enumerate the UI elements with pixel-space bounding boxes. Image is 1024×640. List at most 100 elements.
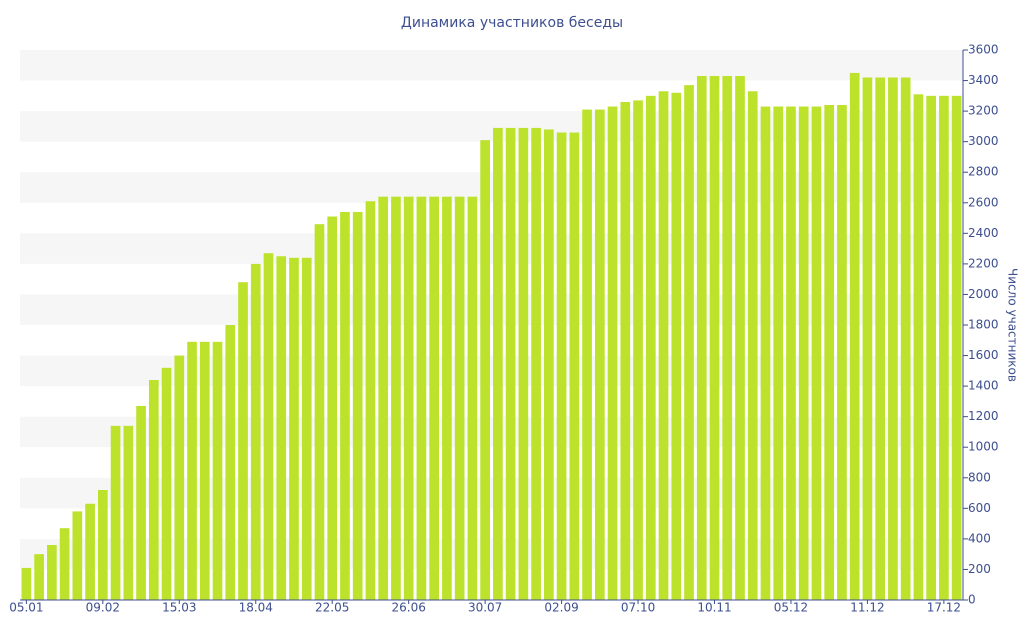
background-stripe <box>20 233 963 264</box>
background-stripe <box>20 50 963 81</box>
y-tick-label: 3200 <box>968 104 999 118</box>
bar <box>544 129 554 600</box>
bar <box>199 341 210 600</box>
x-tick-label: 05.12 <box>774 601 808 615</box>
x-tick-label: 17.12 <box>927 601 961 615</box>
bar <box>187 341 197 600</box>
bar <box>888 77 898 600</box>
bar <box>837 105 847 600</box>
bar <box>174 355 185 600</box>
y-tick-label: 2200 <box>968 256 999 270</box>
bar <box>594 109 605 600</box>
x-tick-label: 09.02 <box>86 601 120 615</box>
background-stripe <box>20 477 963 509</box>
x-tick-label: 22.05 <box>315 601 349 615</box>
bar <box>454 196 465 600</box>
bar <box>684 85 694 600</box>
y-tick-label: 600 <box>968 501 991 515</box>
bar <box>59 528 70 600</box>
bar <box>900 77 911 600</box>
x-tick-label: 10.11 <box>697 601 731 615</box>
bar <box>645 95 656 600</box>
x-tick-label: 26.06 <box>391 601 425 615</box>
bar <box>314 224 325 600</box>
bar <box>391 196 401 600</box>
y-tick-label: 1800 <box>968 318 999 332</box>
bar <box>862 77 873 600</box>
x-tick-label: 11.12 <box>850 601 884 615</box>
bar <box>926 95 936 600</box>
bar <box>34 554 44 600</box>
background-stripe <box>20 538 963 570</box>
bar <box>276 256 287 600</box>
x-tick-label: 18.04 <box>239 601 273 615</box>
bar <box>97 490 108 600</box>
y-tick-label: 200 <box>968 562 991 576</box>
bar <box>518 127 529 601</box>
bar <box>735 75 745 600</box>
bar <box>161 367 172 600</box>
bar <box>289 257 299 600</box>
y-tick-label: 1400 <box>968 379 999 393</box>
bar <box>47 545 57 600</box>
y-tick-label: 2400 <box>968 226 999 240</box>
y-tick-label: 2000 <box>968 287 999 301</box>
bar <box>773 106 784 601</box>
bar <box>582 109 592 600</box>
bar <box>875 77 886 600</box>
bar <box>493 127 503 601</box>
y-tick-label: 3000 <box>968 134 999 148</box>
bar <box>811 106 822 601</box>
bar <box>798 106 809 601</box>
bar <box>505 127 516 601</box>
bar <box>824 105 835 600</box>
bar <box>250 263 261 600</box>
background-stripe <box>20 416 963 448</box>
background-stripe <box>20 111 963 142</box>
bar <box>569 132 580 600</box>
bar <box>607 106 618 601</box>
y-tick-label: 1600 <box>968 348 999 362</box>
bar <box>747 91 758 600</box>
y-tick-label: 800 <box>968 470 991 484</box>
y-tick-label: 2600 <box>968 195 999 209</box>
bar <box>467 196 478 600</box>
y-tick-label: 2800 <box>968 165 999 179</box>
bar <box>378 196 389 600</box>
x-tick-label: 02.09 <box>544 601 578 615</box>
bar <box>429 196 439 600</box>
y-tick-label: 400 <box>968 531 991 545</box>
bar <box>531 127 541 601</box>
bar <box>123 425 134 600</box>
bar <box>849 72 860 600</box>
bar <box>110 425 121 600</box>
y-tick-label: 3400 <box>968 73 999 87</box>
bar <box>671 92 682 601</box>
bar <box>939 95 949 600</box>
bar <box>21 567 32 600</box>
bar <box>352 211 363 600</box>
bar <box>263 253 274 600</box>
bar <box>225 325 236 600</box>
y-tick-label: 0 <box>968 593 976 607</box>
bar <box>442 196 452 600</box>
background-stripe <box>20 172 963 203</box>
bar <box>340 211 350 600</box>
bar <box>620 101 631 600</box>
bar <box>480 140 490 600</box>
bar <box>760 106 771 601</box>
bar <box>633 100 643 601</box>
x-tick-label: 30.07 <box>468 601 502 615</box>
bar <box>403 196 414 600</box>
bar <box>913 94 924 601</box>
y-tick-label: 1200 <box>968 409 999 423</box>
chart-title: Динамика участников беседы <box>401 15 623 31</box>
bar <box>416 196 427 600</box>
x-tick-label: 07.10 <box>621 601 655 615</box>
background-stripe <box>20 355 963 387</box>
x-tick-label: 05.01 <box>9 601 43 615</box>
y-tick-label: 1000 <box>968 440 999 454</box>
x-tick-label: 15.03 <box>162 601 196 615</box>
bar <box>136 405 146 600</box>
